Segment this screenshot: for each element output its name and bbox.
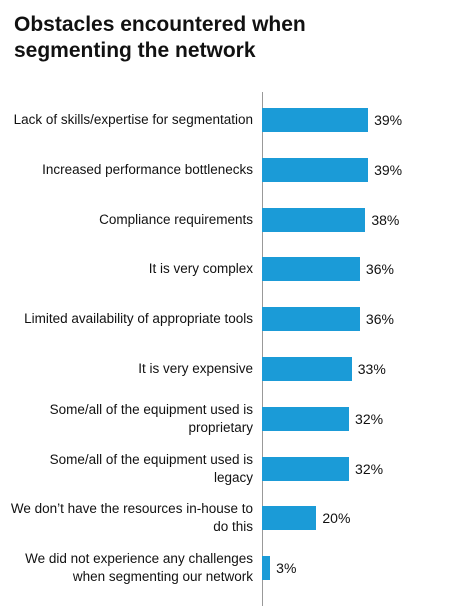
category-label: Some/all of the equipment used is propri…: [49, 401, 253, 435]
bar: [262, 357, 352, 381]
bar: [262, 207, 366, 232]
bar: [262, 307, 360, 332]
value-label: 39%: [374, 112, 403, 128]
bar: [262, 257, 360, 282]
value-label: 36%: [365, 311, 394, 328]
category-label: Limited availability of appropriate tool…: [24, 311, 253, 327]
value-label: 38%: [371, 211, 400, 228]
chart-title: Obstacles encountered when segmenting th…: [14, 13, 306, 62]
value-label: 32%: [355, 460, 384, 477]
category-label: We did not experience any challenges whe…: [25, 551, 253, 585]
value-label: 39%: [374, 161, 403, 178]
category-label: Lack of skills/expertise for segmentatio…: [13, 112, 253, 127]
bar: [262, 456, 350, 481]
value-label: 33%: [357, 361, 386, 377]
category-label: Some/all of the equipment used is legacy: [49, 451, 253, 485]
bar: [262, 406, 350, 431]
bar: [262, 506, 317, 531]
category-label: Increased performance bottlenecks: [42, 161, 253, 177]
bar: [262, 556, 271, 581]
bar: [262, 108, 369, 132]
value-label: 20%: [322, 510, 351, 527]
category-label: It is very complex: [148, 261, 253, 277]
value-label: 36%: [365, 261, 394, 278]
value-label: 32%: [355, 410, 384, 427]
category-label: We don’t have the resources in-house to …: [10, 501, 253, 535]
category-label: Compliance requirements: [99, 211, 253, 227]
bar: [262, 157, 369, 182]
category-axis: [262, 92, 263, 606]
category-label: It is very expensive: [138, 361, 253, 376]
value-label: 3%: [276, 560, 297, 577]
